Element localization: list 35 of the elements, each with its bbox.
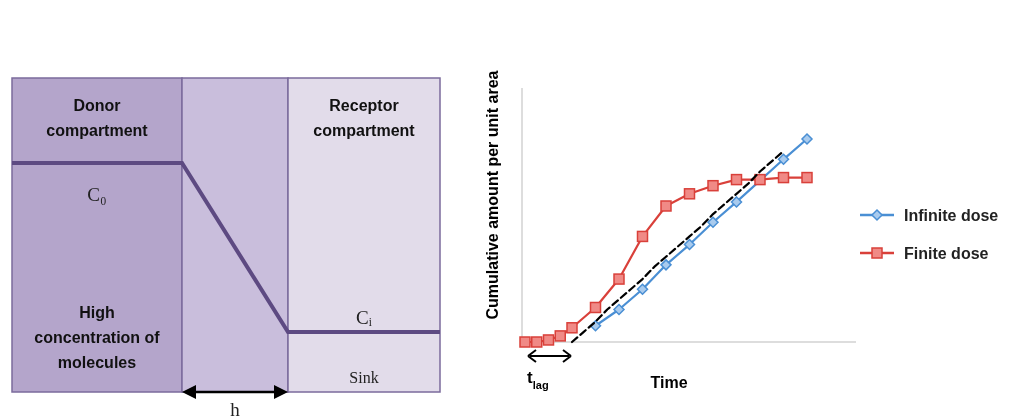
- text: t$_{lag}$: [527, 368, 549, 391]
- x-axis-title: Time: [650, 374, 688, 391]
- text: Donor compartment: [46, 97, 149, 139]
- point: [531, 336, 543, 348]
- point: [566, 322, 578, 334]
- point: [519, 336, 531, 348]
- legend-label: Infinite dose: [904, 207, 999, 224]
- legend-label: Finite dose: [904, 245, 989, 262]
- y-axis-title: Cumulative amount per unit area: [484, 70, 501, 320]
- point: [777, 153, 790, 166]
- point: [589, 301, 602, 314]
- point: [660, 259, 672, 271]
- point: [613, 273, 625, 285]
- point: [554, 330, 566, 342]
- text: C₀: [87, 184, 107, 205]
- point: [660, 200, 672, 212]
- point: [636, 230, 649, 243]
- point: [707, 179, 719, 192]
- text: Sink: [349, 369, 379, 386]
- point: [707, 216, 719, 228]
- point: [754, 173, 766, 186]
- text: h: [230, 399, 241, 420]
- point: [777, 171, 790, 184]
- point: [730, 196, 743, 208]
- point: [542, 334, 555, 346]
- point: [730, 173, 743, 186]
- text: Cᵢ: [356, 307, 372, 328]
- point: [683, 188, 696, 200]
- text: High concentration of molecules: [34, 304, 161, 371]
- point: [801, 171, 813, 184]
- point: [636, 283, 649, 295]
- point: [613, 303, 625, 316]
- point: [683, 238, 696, 251]
- point: [801, 133, 813, 145]
- text: Receptor compartment: [313, 97, 416, 139]
